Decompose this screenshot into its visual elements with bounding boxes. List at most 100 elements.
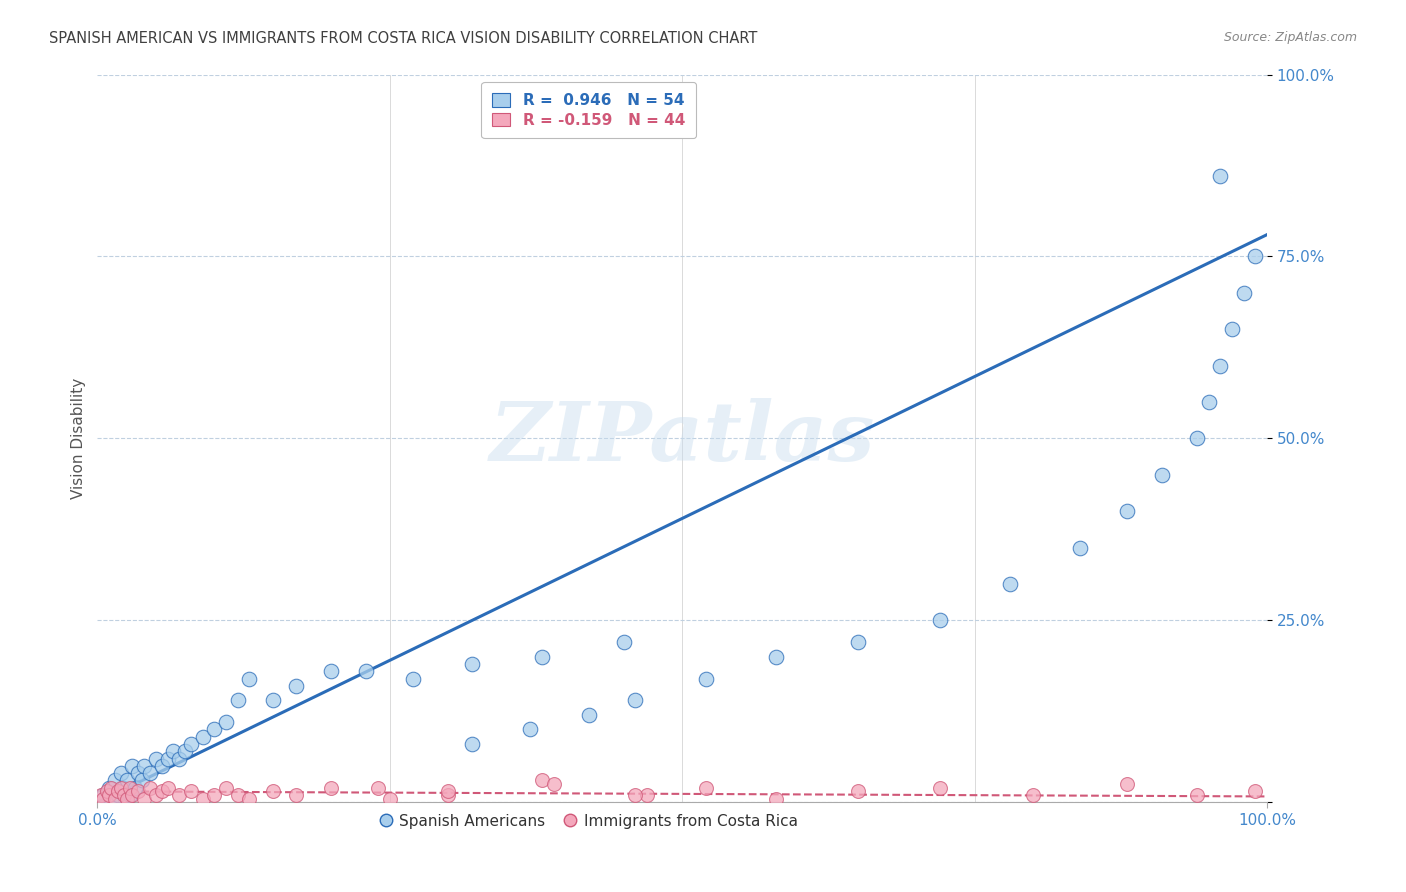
- Point: [215, 780, 238, 795]
- Point: [356, 665, 378, 679]
- Point: [928, 780, 950, 795]
- Point: [156, 780, 179, 795]
- Point: [167, 788, 190, 802]
- Point: [191, 730, 214, 744]
- Point: [191, 791, 214, 805]
- Point: [91, 788, 114, 802]
- Legend: Spanish Americans, Immigrants from Costa Rica: Spanish Americans, Immigrants from Costa…: [374, 807, 804, 835]
- Text: SPANISH AMERICAN VS IMMIGRANTS FROM COSTA RICA VISION DISABILITY CORRELATION CHA: SPANISH AMERICAN VS IMMIGRANTS FROM COST…: [49, 31, 758, 46]
- Point: [100, 780, 122, 795]
- Point: [120, 788, 142, 802]
- Point: [1185, 788, 1208, 802]
- Point: [124, 780, 146, 795]
- Point: [1115, 504, 1137, 518]
- Point: [90, 788, 112, 802]
- Point: [134, 759, 156, 773]
- Point: [180, 784, 202, 798]
- Point: [115, 791, 138, 805]
- Point: [1244, 784, 1267, 798]
- Point: [1185, 431, 1208, 445]
- Point: [1115, 777, 1137, 791]
- Point: [226, 693, 249, 707]
- Point: [134, 791, 156, 805]
- Point: [321, 665, 343, 679]
- Point: [636, 788, 658, 802]
- Point: [460, 737, 482, 751]
- Point: [145, 751, 167, 765]
- Point: [1150, 467, 1173, 482]
- Point: [460, 657, 482, 671]
- Point: [765, 649, 787, 664]
- Point: [115, 773, 138, 788]
- Point: [139, 780, 162, 795]
- Point: [162, 744, 184, 758]
- Point: [321, 780, 343, 795]
- Point: [846, 784, 869, 798]
- Point: [846, 635, 869, 649]
- Point: [1233, 285, 1256, 300]
- Point: [1069, 541, 1091, 555]
- Point: [121, 788, 143, 802]
- Point: [110, 780, 132, 795]
- Point: [112, 788, 135, 802]
- Point: [98, 788, 121, 802]
- Point: [1220, 322, 1243, 336]
- Point: [378, 791, 401, 805]
- Point: [127, 766, 149, 780]
- Point: [624, 788, 647, 802]
- Point: [437, 784, 460, 798]
- Point: [150, 759, 173, 773]
- Point: [238, 672, 260, 686]
- Point: [167, 751, 190, 765]
- Point: [215, 715, 238, 730]
- Point: [1244, 250, 1267, 264]
- Point: [107, 784, 129, 798]
- Point: [530, 773, 553, 788]
- Point: [1209, 169, 1232, 184]
- Point: [139, 766, 162, 780]
- Point: [110, 766, 132, 780]
- Point: [695, 672, 717, 686]
- Point: [1209, 359, 1232, 373]
- Point: [928, 613, 950, 627]
- Point: [107, 788, 129, 802]
- Point: [145, 788, 167, 802]
- Point: [998, 577, 1021, 591]
- Text: ZIPatlas: ZIPatlas: [489, 399, 875, 478]
- Point: [262, 693, 284, 707]
- Point: [121, 759, 143, 773]
- Point: [100, 791, 122, 805]
- Point: [624, 693, 647, 707]
- Point: [127, 784, 149, 798]
- Point: [1022, 788, 1045, 802]
- Point: [530, 649, 553, 664]
- Point: [174, 744, 197, 758]
- Point: [156, 751, 179, 765]
- Point: [1198, 395, 1220, 409]
- Point: [202, 723, 225, 737]
- Y-axis label: Vision Disability: Vision Disability: [72, 378, 86, 499]
- Point: [367, 780, 389, 795]
- Point: [695, 780, 717, 795]
- Point: [578, 707, 600, 722]
- Point: [285, 788, 308, 802]
- Point: [120, 780, 142, 795]
- Point: [262, 784, 284, 798]
- Point: [613, 635, 636, 649]
- Text: Source: ZipAtlas.com: Source: ZipAtlas.com: [1223, 31, 1357, 45]
- Point: [112, 780, 135, 795]
- Point: [180, 737, 202, 751]
- Point: [765, 791, 787, 805]
- Point: [402, 672, 425, 686]
- Point: [543, 777, 565, 791]
- Point: [226, 788, 249, 802]
- Point: [98, 780, 121, 795]
- Point: [104, 791, 127, 805]
- Point: [150, 784, 173, 798]
- Point: [202, 788, 225, 802]
- Point: [104, 773, 127, 788]
- Point: [437, 788, 460, 802]
- Point: [91, 791, 114, 805]
- Point: [238, 791, 260, 805]
- Point: [131, 773, 153, 788]
